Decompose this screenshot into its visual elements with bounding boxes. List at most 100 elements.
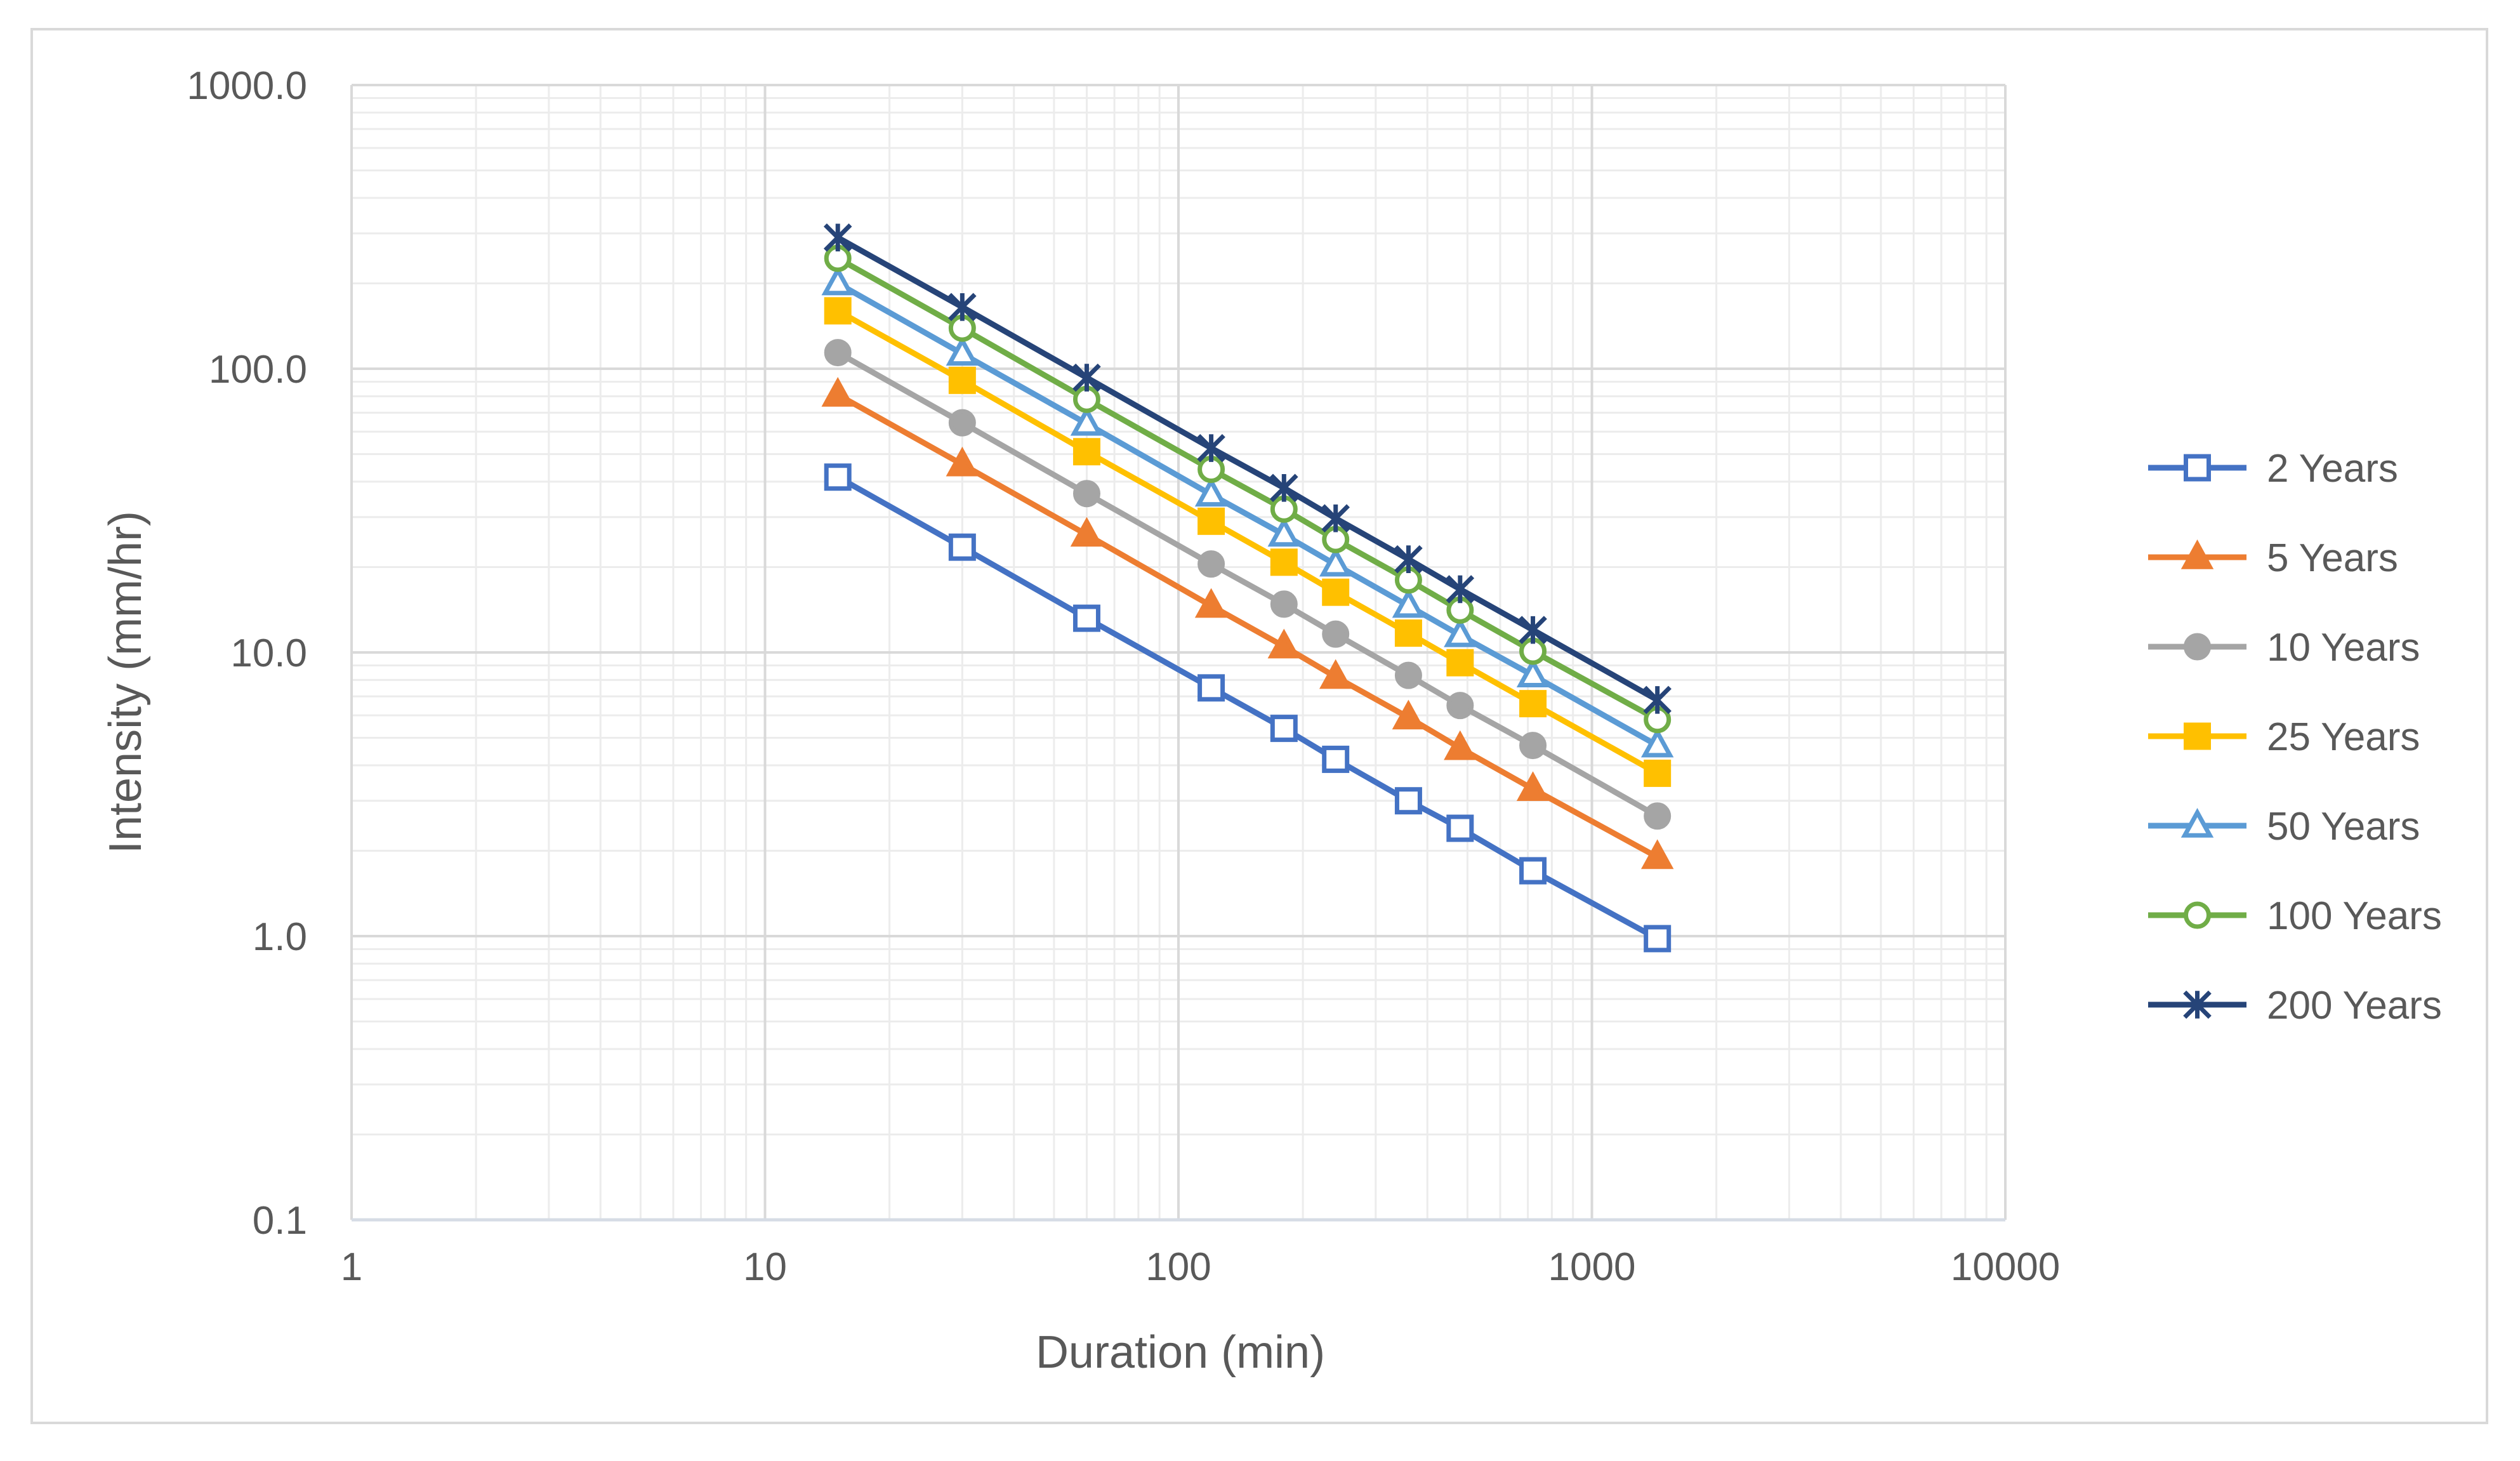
series-marker [2184, 901, 2211, 929]
series-marker [1392, 699, 1425, 730]
series-marker [1446, 692, 1474, 720]
series-marker [1267, 517, 1301, 547]
series-line [836, 281, 1659, 748]
legend: 2 Years 5 Years 10 Years 25 Years 50 Years 10… [2148, 447, 2442, 1028]
series-marker [1072, 604, 1100, 632]
series-marker [1070, 406, 1104, 436]
series-marker [2184, 633, 2211, 661]
x-axis-title: Duration (min) [1036, 1327, 1325, 1378]
y-tick-label: 10.0 [230, 631, 307, 675]
series-marker [1270, 473, 1298, 503]
series-marker [1444, 730, 1477, 760]
x-tick-label: 10000 [1951, 1245, 2060, 1289]
legend-item: 10 Years [2148, 626, 2420, 670]
series-marker [1446, 575, 1475, 604]
legend-item: 25 Years [2148, 715, 2420, 759]
series-marker [1644, 802, 1672, 830]
series-marker [1640, 839, 1674, 869]
series-line [836, 308, 1659, 776]
series-marker [1394, 545, 1423, 574]
x-tick-label: 1000 [1548, 1245, 1636, 1289]
series-marker [1270, 715, 1298, 743]
y-axis-title: Intensity (mm/hr) [100, 511, 151, 854]
series-marker [2180, 539, 2214, 569]
y-tick-label: 1000.0 [187, 64, 307, 108]
series-line [836, 235, 1659, 703]
legend-label: 100 Years [2267, 894, 2442, 938]
y-tick-label: 100.0 [209, 348, 307, 392]
series-marker [1072, 438, 1100, 466]
series-marker [1322, 620, 1350, 648]
series-marker [1394, 787, 1422, 815]
series-marker [824, 297, 852, 325]
grid-layer [350, 84, 2007, 1221]
legend-item: 200 Years [2148, 984, 2442, 1028]
legend-label: 50 Years [2267, 805, 2420, 849]
series-marker [1072, 480, 1100, 508]
chart-frame [30, 28, 2488, 1424]
series-marker [1197, 550, 1225, 578]
series-5-years [821, 376, 1674, 869]
series-marker [2180, 808, 2214, 838]
series-marker [946, 446, 979, 477]
x-tick-label: 10 [743, 1245, 787, 1289]
legend-label: 2 Years [2267, 447, 2398, 491]
series-marker [1197, 507, 1225, 535]
series-marker [2183, 990, 2212, 1019]
series-marker [823, 223, 852, 252]
series-marker [1270, 548, 1298, 576]
series-marker [948, 293, 977, 322]
series-marker [1640, 727, 1674, 758]
series-marker [821, 376, 854, 407]
series-marker [1643, 685, 1672, 715]
series-marker [1446, 814, 1474, 842]
series-2-years [824, 463, 1672, 953]
series-marker [1194, 588, 1228, 618]
series-marker [1319, 546, 1352, 577]
series-marker [1519, 690, 1547, 718]
series-marker [1444, 617, 1477, 647]
axis-layer: 1 10 100 1000 10000 0.1 1.0 10.0 100.0 1000.0 [187, 64, 2060, 1289]
series-marker [1516, 658, 1550, 687]
series-line [836, 474, 1659, 941]
legend-label: 5 Years [2267, 536, 2398, 580]
x-tick-label: 1 [341, 1245, 362, 1289]
series-marker [1072, 363, 1101, 392]
series-marker [2184, 454, 2211, 482]
legend-label: 10 Years [2267, 626, 2420, 670]
series-marker [2184, 722, 2211, 750]
series-marker [948, 409, 976, 437]
series-marker [824, 463, 852, 491]
series-marker [1516, 771, 1550, 802]
series-marker [948, 533, 976, 561]
series-25-years [824, 297, 1672, 787]
series-marker [1394, 619, 1422, 647]
series-marker [1267, 628, 1301, 659]
legend-item: 50 Years [2148, 805, 2420, 849]
series-marker [946, 336, 979, 366]
series-marker [1322, 745, 1350, 773]
legend-label: 25 Years [2267, 715, 2420, 759]
series-50-years [821, 265, 1674, 758]
series-marker [1270, 590, 1298, 618]
x-tick-label: 100 [1145, 1245, 1211, 1289]
series-marker [948, 366, 976, 394]
series-marker [1446, 649, 1474, 677]
legend-item: 5 Years [2148, 536, 2398, 580]
series-marker [824, 339, 852, 367]
series-marker [1194, 477, 1228, 507]
legend-item: 2 Years [2148, 447, 2398, 491]
y-tick-label: 0.1 [253, 1199, 307, 1243]
series-marker [821, 265, 854, 296]
y-tick-label: 1.0 [253, 915, 307, 959]
series-line [836, 256, 1659, 722]
series-marker [1519, 732, 1547, 760]
legend-item: 100 Years [2148, 894, 2442, 938]
series-marker [1644, 925, 1672, 953]
series-marker [1392, 588, 1425, 618]
series-marker [1519, 616, 1547, 644]
series-10-years [824, 339, 1672, 830]
series-line [836, 392, 1659, 860]
series-marker [1197, 433, 1225, 463]
